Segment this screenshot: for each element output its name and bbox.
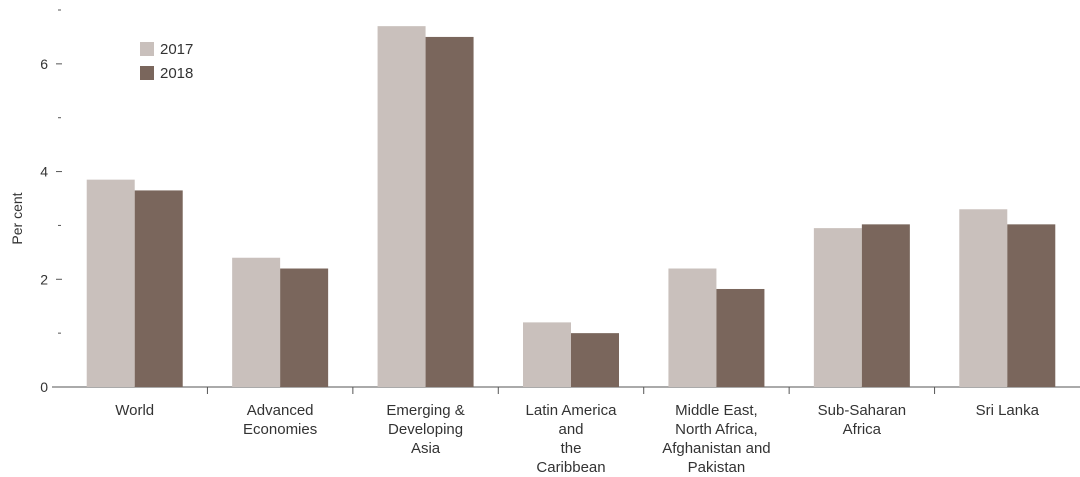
bar-2018	[134, 190, 183, 387]
bars	[86, 26, 1056, 388]
category-labels: World Advanced Economies Emerging & Developi…	[115, 402, 1039, 476]
x-category-label: Emerging & Developing Asia	[386, 402, 464, 457]
bar-2017	[232, 257, 281, 387]
bar-2017	[377, 26, 426, 388]
bar-2018	[861, 224, 910, 387]
bar-2017	[86, 179, 135, 387]
legend-label: 2018	[160, 65, 193, 82]
bar-2017	[668, 268, 717, 387]
y-axis-label: Per cent	[9, 192, 25, 244]
bar-2017	[959, 209, 1008, 387]
legend-swatch-2018	[140, 66, 154, 80]
y-tick-label: 0	[40, 379, 48, 395]
legend-swatch-2017	[140, 42, 154, 56]
x-category-label: Latin America and the Caribbean	[526, 402, 618, 476]
x-category-label: Sub-Saharan Africa	[818, 402, 906, 438]
x-category-label: Middle East, North Africa, Afghanistan and…	[662, 402, 770, 476]
legend-label: 2017	[160, 41, 193, 58]
x-category-label: Advanced Economies	[243, 402, 317, 438]
bar-2018	[571, 333, 619, 387]
bar-2017	[523, 322, 571, 387]
bar-2018	[716, 288, 765, 387]
legend: 2017 2018	[140, 41, 193, 82]
bar-2018	[1007, 224, 1056, 387]
y-tick-label: 2	[40, 271, 48, 287]
bar-2018	[280, 268, 329, 387]
y-tick-label: 4	[40, 164, 48, 180]
bar-2018	[425, 36, 474, 388]
x-category-label: World	[115, 402, 154, 419]
x-category-label: Sri Lanka	[976, 402, 1040, 419]
bar-2017	[813, 228, 862, 387]
y-tick-label: 6	[40, 56, 48, 72]
